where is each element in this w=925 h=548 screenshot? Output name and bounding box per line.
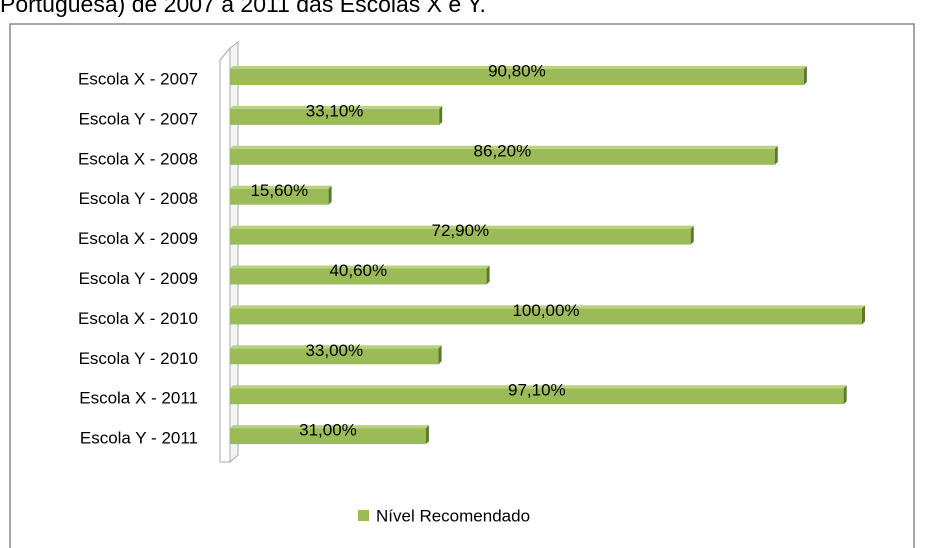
bar-top <box>230 305 865 309</box>
legend-label: Nível Recomendado <box>376 506 530 525</box>
bar-side <box>690 225 694 245</box>
bar-side <box>803 66 807 85</box>
y-tick-label: Escola Y - 2008 <box>79 189 198 208</box>
bar-top <box>230 425 429 429</box>
value-label: 100,00% <box>512 301 579 320</box>
bar <box>230 188 329 205</box>
bar-top <box>230 185 332 189</box>
bar-top <box>230 385 847 389</box>
bar <box>230 108 440 125</box>
bar <box>230 69 804 85</box>
value-label: 33,00% <box>305 341 363 360</box>
bar-side <box>843 385 847 405</box>
bar-side <box>439 105 443 125</box>
bar-top <box>230 145 778 149</box>
bar-top <box>230 265 490 269</box>
value-label: 33,10% <box>306 101 364 120</box>
y-tick-label: Escola X - 2011 <box>79 389 198 408</box>
value-label: 90,80% <box>488 61 546 80</box>
value-label: 40,60% <box>329 261 387 280</box>
y-tick-label: Escola Y - 2010 <box>79 349 198 368</box>
bar <box>230 228 691 245</box>
bar-side <box>862 305 865 325</box>
chart-border <box>9 23 915 548</box>
bar <box>230 348 439 365</box>
bar-side <box>425 425 429 445</box>
bar-top <box>230 105 443 109</box>
chart-title: Portuguesa) de 2007 a 2011 das Escolas X… <box>0 0 486 17</box>
bar <box>230 388 844 405</box>
axis-edge <box>219 47 231 61</box>
y-tick-label: Escola X - 2009 <box>78 229 198 248</box>
value-label: 86,20% <box>474 141 532 160</box>
value-label: 97,10% <box>508 381 566 400</box>
bar <box>230 308 862 325</box>
bar <box>230 268 487 285</box>
bar-side <box>486 265 490 285</box>
bar-side <box>774 145 778 165</box>
bar-top <box>230 345 442 349</box>
bar-top <box>230 225 694 229</box>
y-tick-label: Escola X - 2010 <box>78 309 198 328</box>
y-tick-label: Escola X - 2007 <box>78 69 198 88</box>
bar <box>230 148 775 165</box>
y-tick-label: Escola Y - 2011 <box>80 429 198 448</box>
legend-swatch <box>358 510 369 521</box>
value-label: 15,60% <box>250 181 308 200</box>
bar-top <box>230 66 807 69</box>
value-label: 72,90% <box>432 221 490 240</box>
y-tick-label: Escola Y - 2007 <box>79 109 198 128</box>
bar <box>230 428 426 445</box>
bar-side <box>328 185 332 205</box>
value-label: 31,00% <box>299 421 357 440</box>
y-tick-label: Escola Y - 2009 <box>79 269 198 288</box>
bar-side <box>438 345 442 365</box>
y-tick-label: Escola X - 2008 <box>78 149 198 168</box>
